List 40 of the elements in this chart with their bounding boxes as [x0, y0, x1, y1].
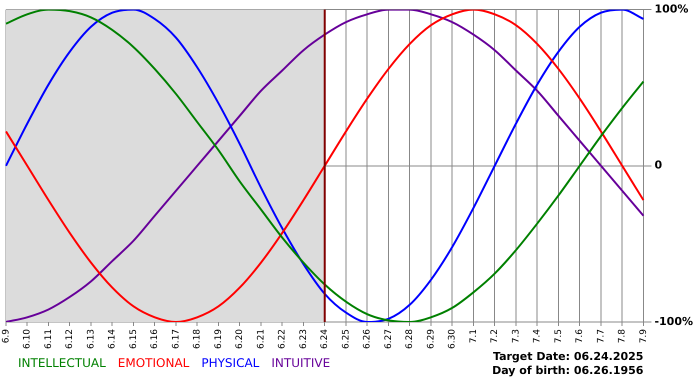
x-tick-label: 6.28: [405, 328, 416, 350]
x-tick-label: 7.7: [596, 328, 606, 344]
x-tick-label: 7.6: [575, 328, 586, 344]
text: Day of birth: 06.26.1956: [492, 364, 644, 377]
x-tick-label: 6.25: [341, 328, 352, 350]
x-tick-label: 6.24: [320, 328, 330, 350]
x-tick-label: 6.29: [426, 328, 436, 350]
x-tick-label: 7.3: [511, 328, 522, 344]
y-tick-label: 100%: [654, 2, 688, 16]
x-tick-label: 6.22: [278, 328, 288, 350]
text: EMOTIONAL: [118, 356, 190, 370]
x-tick-label: 6.23: [298, 328, 309, 350]
x-tick-label: 6.16: [150, 328, 160, 350]
x-tick-label: 6.14: [108, 328, 118, 350]
x-tick-label: 6.15: [128, 328, 139, 350]
x-tick-label: 7.8: [618, 328, 628, 344]
x-tick-label: 6.21: [256, 328, 266, 350]
x-tick-label: 7.4: [532, 328, 543, 344]
y-tick-label: -100%: [654, 314, 694, 328]
x-tick-label: 6.19: [214, 328, 224, 350]
x-tick-label: 6.12: [65, 328, 76, 350]
x-tick-label: 7.1: [468, 328, 479, 344]
x-tick-label: 6.20: [235, 328, 246, 350]
text: PHYSICAL: [201, 356, 260, 370]
x-tick-label: 6.26: [362, 328, 373, 350]
x-tick-label: 6.17: [171, 328, 182, 350]
x-tick-label: 6.10: [22, 328, 33, 350]
text: INTELLECTUAL: [18, 356, 106, 370]
x-tick-label: 6.9: [1, 328, 12, 344]
y-tick-label: 0: [654, 158, 662, 172]
text: Target Date: 06.24.2025: [493, 350, 644, 363]
text: INTUITIVE: [271, 356, 330, 370]
x-tick-label: 7.9: [638, 328, 649, 344]
x-tick-label: 7.5: [554, 328, 564, 344]
x-tick-label: 6.27: [384, 328, 394, 350]
x-tick-label: 6.13: [86, 328, 96, 350]
x-tick-label: 6.18: [192, 328, 203, 350]
x-tick-label: 7.2: [490, 328, 500, 344]
x-tick-label: 6.30: [448, 328, 458, 350]
x-tick-label: 6.11: [44, 328, 54, 350]
